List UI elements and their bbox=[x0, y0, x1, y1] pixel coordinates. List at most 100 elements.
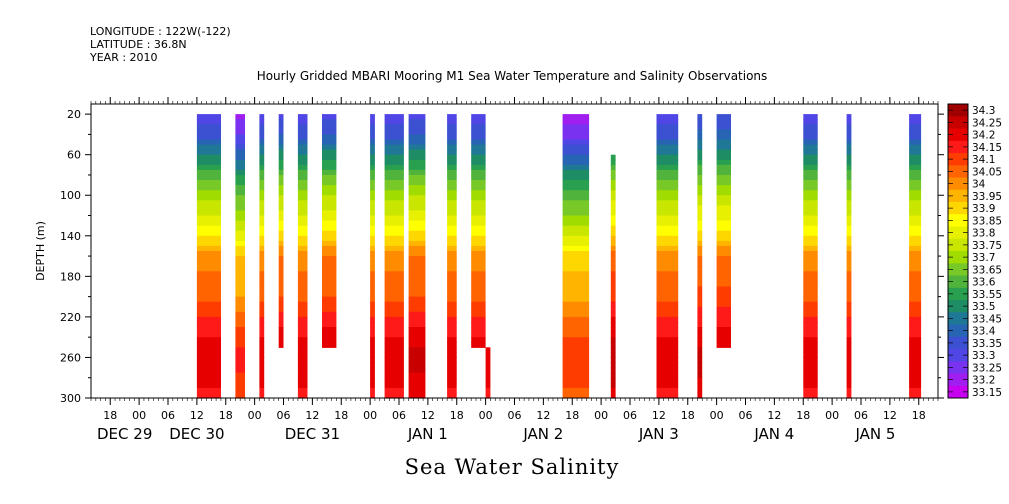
data-cell bbox=[408, 392, 426, 399]
data-cell bbox=[196, 382, 221, 389]
data-cell bbox=[909, 372, 922, 379]
data-cell bbox=[562, 215, 590, 222]
data-cell bbox=[259, 200, 265, 206]
data-cell bbox=[471, 215, 486, 222]
data-cell bbox=[235, 316, 245, 323]
data-cell bbox=[909, 240, 922, 247]
y-tick-label: 60 bbox=[67, 149, 81, 162]
data-cell bbox=[610, 261, 616, 267]
data-cell bbox=[408, 286, 426, 293]
data-cell bbox=[697, 367, 703, 374]
data-cell bbox=[716, 311, 731, 318]
data-cell bbox=[909, 169, 922, 176]
data-cell bbox=[562, 149, 590, 156]
data-cell bbox=[656, 392, 679, 399]
x-tick-label: 00 bbox=[594, 409, 608, 422]
data-cell bbox=[322, 266, 337, 272]
data-cell bbox=[471, 316, 486, 323]
data-cell bbox=[846, 286, 852, 293]
data-cell bbox=[485, 367, 491, 374]
x-tick-label: 18 bbox=[565, 409, 579, 422]
data-cell bbox=[196, 352, 221, 359]
colorbar-label: 34.25 bbox=[972, 117, 1002, 129]
data-cell bbox=[562, 235, 590, 242]
data-cell bbox=[384, 154, 404, 161]
data-cell bbox=[697, 372, 703, 379]
data-cell bbox=[471, 322, 486, 328]
x-date-label: DEC 31 bbox=[285, 425, 340, 443]
data-cell bbox=[846, 230, 852, 237]
data-cell bbox=[259, 387, 265, 394]
data-cell bbox=[196, 240, 221, 247]
data-band bbox=[408, 114, 426, 399]
data-cell bbox=[846, 134, 852, 141]
data-cell bbox=[846, 377, 852, 384]
data-cell bbox=[610, 362, 616, 369]
data-cell bbox=[259, 230, 265, 237]
data-cell bbox=[196, 372, 221, 379]
data-cell bbox=[447, 266, 457, 272]
data-cell bbox=[485, 347, 491, 353]
data-cell bbox=[803, 144, 818, 151]
data-cell bbox=[909, 134, 922, 141]
x-tick-label: 18 bbox=[450, 409, 464, 422]
data-cell bbox=[196, 301, 221, 308]
x-tick-label: 12 bbox=[305, 409, 319, 422]
data-cell bbox=[384, 119, 404, 125]
data-cell bbox=[235, 367, 245, 374]
data-cell bbox=[697, 357, 703, 364]
data-cell bbox=[610, 347, 616, 353]
data-cell bbox=[259, 377, 265, 384]
data-cell bbox=[485, 357, 491, 364]
data-cell bbox=[656, 327, 679, 333]
data-cell bbox=[562, 316, 590, 323]
data-cell bbox=[322, 144, 337, 151]
data-cell bbox=[656, 164, 679, 171]
data-cell bbox=[909, 347, 922, 353]
data-cell bbox=[697, 134, 703, 141]
data-cell bbox=[408, 337, 426, 343]
data-cell bbox=[384, 337, 404, 343]
data-cell bbox=[716, 119, 731, 125]
data-cell bbox=[471, 230, 486, 237]
data-cell bbox=[909, 311, 922, 318]
x-tick-label: 12 bbox=[767, 409, 781, 422]
data-cell bbox=[235, 256, 245, 262]
data-cell bbox=[447, 276, 457, 282]
data-cell bbox=[447, 332, 457, 338]
data-cell bbox=[656, 387, 679, 394]
data-cell bbox=[909, 139, 922, 146]
data-cell bbox=[803, 225, 818, 232]
data-cell bbox=[408, 271, 426, 277]
data-cell bbox=[235, 210, 245, 217]
data-cell bbox=[384, 124, 404, 130]
data-cell bbox=[447, 372, 457, 379]
data-cell bbox=[909, 154, 922, 161]
data-cell bbox=[471, 169, 486, 176]
data-cell bbox=[370, 316, 375, 323]
data-cell bbox=[716, 215, 731, 222]
data-cell bbox=[370, 185, 375, 191]
data-cell bbox=[370, 377, 375, 384]
data-cell bbox=[909, 306, 922, 313]
data-cell bbox=[370, 296, 375, 303]
data-cell bbox=[278, 306, 284, 313]
data-cell bbox=[322, 281, 337, 288]
data-cell bbox=[297, 144, 308, 151]
data-cell bbox=[322, 276, 337, 282]
data-cell bbox=[562, 276, 590, 282]
data-cell bbox=[322, 261, 337, 267]
data-cell bbox=[846, 367, 852, 374]
data-cell bbox=[803, 215, 818, 222]
data-cell bbox=[370, 190, 375, 196]
data-cell bbox=[656, 281, 679, 288]
data-band bbox=[278, 114, 284, 348]
data-cell bbox=[610, 357, 616, 364]
data-cell bbox=[716, 337, 731, 343]
data-cell bbox=[447, 230, 457, 237]
data-cell bbox=[235, 159, 245, 166]
data-cell bbox=[235, 261, 245, 267]
data-cell bbox=[471, 256, 486, 262]
data-cell bbox=[278, 159, 284, 166]
data-cell bbox=[370, 159, 375, 166]
